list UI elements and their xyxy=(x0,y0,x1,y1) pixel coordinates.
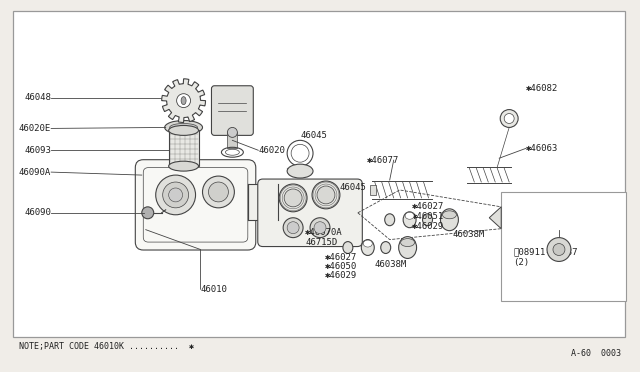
Ellipse shape xyxy=(500,110,518,128)
Ellipse shape xyxy=(504,113,514,124)
Text: ✱46029: ✱46029 xyxy=(412,222,444,231)
Text: 46045: 46045 xyxy=(300,131,327,140)
Ellipse shape xyxy=(381,241,390,253)
Ellipse shape xyxy=(364,240,372,247)
Circle shape xyxy=(279,184,307,212)
Text: 46020E: 46020E xyxy=(19,124,51,133)
Bar xyxy=(248,184,278,220)
Ellipse shape xyxy=(385,214,395,226)
Ellipse shape xyxy=(164,121,202,134)
Circle shape xyxy=(312,181,340,209)
Text: ✱46077: ✱46077 xyxy=(367,156,399,165)
Text: 46010: 46010 xyxy=(200,285,227,294)
Circle shape xyxy=(177,94,191,108)
Circle shape xyxy=(310,218,330,238)
Circle shape xyxy=(202,176,234,208)
Text: ✱46063: ✱46063 xyxy=(526,144,558,153)
Ellipse shape xyxy=(343,241,353,253)
Circle shape xyxy=(314,222,326,234)
Bar xyxy=(13,11,625,337)
Text: 46020: 46020 xyxy=(259,146,285,155)
Text: ✱46082: ✱46082 xyxy=(526,84,558,93)
Circle shape xyxy=(156,175,196,215)
Ellipse shape xyxy=(422,214,433,226)
Text: 46038M: 46038M xyxy=(452,230,484,239)
Text: ✱46029: ✱46029 xyxy=(325,271,357,280)
Text: ✱46027: ✱46027 xyxy=(412,202,444,211)
Text: 46715D: 46715D xyxy=(305,238,337,247)
Circle shape xyxy=(163,182,189,208)
Ellipse shape xyxy=(169,125,198,135)
Text: ✱46027: ✱46027 xyxy=(325,253,357,262)
Circle shape xyxy=(142,207,154,219)
Ellipse shape xyxy=(403,212,416,228)
Text: 46090: 46090 xyxy=(24,208,51,217)
Bar xyxy=(169,131,198,166)
Bar xyxy=(370,185,376,195)
Text: ⓝ08911-10837
(2): ⓝ08911-10837 (2) xyxy=(513,248,578,267)
Bar xyxy=(501,192,626,301)
Circle shape xyxy=(553,244,565,256)
Ellipse shape xyxy=(401,238,415,247)
Circle shape xyxy=(284,189,302,207)
Text: ✱46070A: ✱46070A xyxy=(305,228,342,237)
FancyBboxPatch shape xyxy=(135,160,256,250)
Polygon shape xyxy=(162,79,205,122)
Ellipse shape xyxy=(169,161,198,171)
Circle shape xyxy=(169,188,182,202)
Text: 46045: 46045 xyxy=(340,183,367,192)
Text: 46090A: 46090A xyxy=(19,168,51,177)
Ellipse shape xyxy=(440,209,458,231)
Text: ✱46050: ✱46050 xyxy=(325,262,357,271)
Bar xyxy=(227,132,237,148)
FancyBboxPatch shape xyxy=(258,179,362,247)
Ellipse shape xyxy=(181,97,186,105)
Text: NOTE;PART CODE 46010K ..........  ✱: NOTE;PART CODE 46010K .......... ✱ xyxy=(19,342,195,351)
Circle shape xyxy=(547,238,571,262)
Ellipse shape xyxy=(399,237,417,259)
FancyBboxPatch shape xyxy=(211,86,253,135)
Circle shape xyxy=(317,186,335,204)
Ellipse shape xyxy=(405,212,414,219)
Ellipse shape xyxy=(170,124,198,131)
Text: ✱46051: ✱46051 xyxy=(412,212,444,221)
Text: 46038M: 46038M xyxy=(375,260,407,269)
Text: A-60  0003: A-60 0003 xyxy=(571,349,621,358)
Ellipse shape xyxy=(442,211,456,219)
Circle shape xyxy=(283,218,303,238)
Text: 46048: 46048 xyxy=(24,93,51,102)
Polygon shape xyxy=(489,207,501,229)
Circle shape xyxy=(209,182,228,202)
Text: 46093: 46093 xyxy=(24,146,51,155)
Ellipse shape xyxy=(362,240,374,256)
Circle shape xyxy=(287,222,299,234)
Circle shape xyxy=(227,128,237,137)
Ellipse shape xyxy=(287,164,313,178)
